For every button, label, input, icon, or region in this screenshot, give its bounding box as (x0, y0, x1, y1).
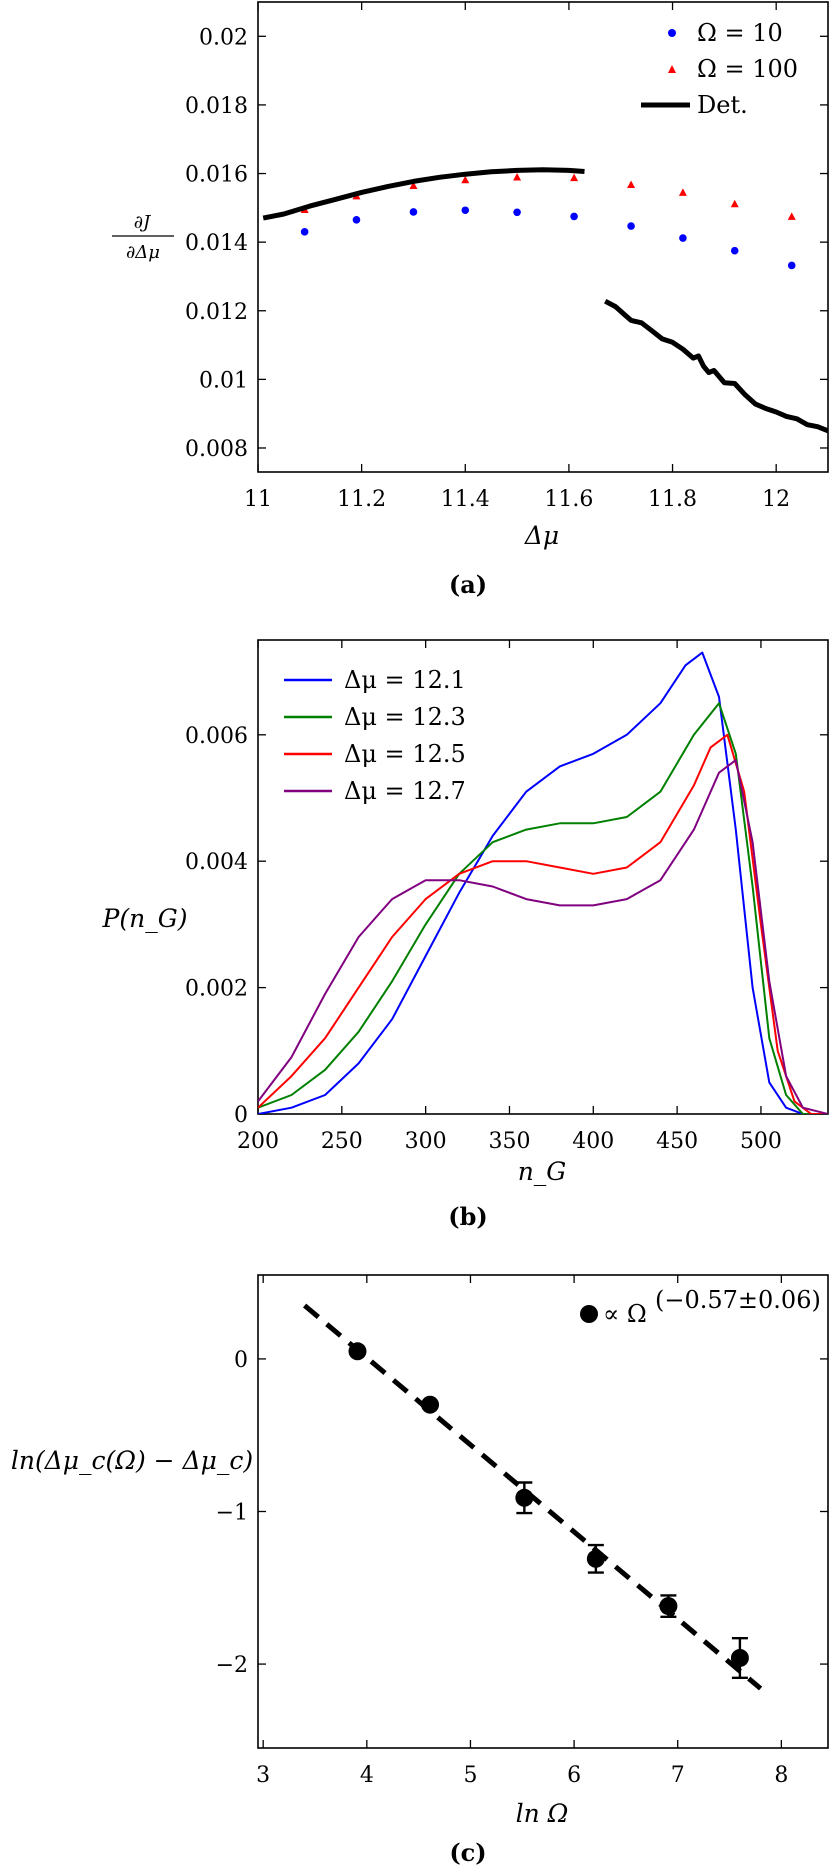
y-axis-label: ln(Δμ_c(Ω) − Δμ_c) (11, 1446, 253, 1475)
x-tick-label: 11.2 (337, 487, 386, 512)
x-tick-label: 11 (244, 487, 272, 512)
legend: ∝ Ω (−0.57±0.06) (580, 1286, 821, 1328)
x-axis-label: ln Ω (516, 1799, 569, 1828)
data-point (461, 175, 470, 184)
x-tick-label: 11.4 (441, 487, 490, 512)
y-tick-label: 0.016 (185, 163, 248, 188)
x-tick-label: 6 (567, 1763, 581, 1788)
x-tick-label: 8 (774, 1763, 788, 1788)
y-tick-label: 0.018 (185, 94, 248, 119)
data-point (679, 234, 687, 242)
x-tick-label: 500 (740, 1129, 782, 1154)
y-tick-label: 0.006 (185, 724, 248, 749)
chart-panel-1: 11 11.2 11.4 11.6 11.8 12 0.008 0.01 0.012 0.014 0… (185, 1, 829, 599)
y-axis-label-denominator: ∂Δμ (126, 242, 160, 263)
series-line (258, 702, 828, 1114)
y-tick-label: 0.012 (185, 300, 248, 325)
legend-exponent: (−0.57±0.06) (655, 1286, 821, 1314)
legend-marker (668, 65, 676, 73)
data-point (787, 212, 796, 220)
panel-label: (c) (449, 1838, 486, 1867)
y-tick-label: 0.002 (185, 977, 248, 1002)
legend-entry: Ω = 10 (697, 19, 783, 47)
series-line (262, 167, 585, 221)
data-point (461, 206, 470, 215)
legend-entry: Δμ = 12.1 (344, 666, 466, 694)
data-point (513, 208, 521, 217)
y-axis-label: P(n_G) (102, 904, 188, 933)
x-tick-label: 4 (360, 1763, 374, 1788)
x-tick-label: 400 (572, 1129, 614, 1154)
panel-label: (a) (449, 570, 487, 599)
legend-entry: Δμ = 12.3 (344, 703, 466, 731)
legend-marker (580, 1305, 598, 1323)
x-tick-label: 7 (671, 1763, 685, 1788)
data-point (659, 1597, 678, 1616)
series-line (604, 298, 828, 434)
x-axis-label: n_G (518, 1157, 567, 1186)
data-point (409, 181, 418, 190)
y-tick-label: 0 (234, 1103, 248, 1128)
y-tick-label: 0.004 (185, 850, 248, 875)
series-line (258, 651, 828, 1114)
series-line (302, 1303, 763, 1691)
y-tick-label: 0.014 (185, 231, 248, 256)
data-point (300, 228, 309, 236)
y-tick-label: 0.02 (199, 25, 248, 50)
y-tick-label: 0.008 (185, 437, 248, 462)
y-tick-label: 0.01 (199, 368, 248, 393)
y-axis-label-numerator: ∂J (134, 212, 152, 233)
x-tick-label: 450 (656, 1129, 698, 1154)
data-point (730, 246, 739, 255)
panel-label: (b) (448, 1202, 488, 1231)
data-point (678, 188, 687, 196)
y-tick-label: −1 (216, 1501, 248, 1526)
x-tick-label: 11.8 (648, 487, 697, 512)
legend: Ω = 10 Ω = 100 Det. (641, 19, 798, 119)
series-line (258, 733, 828, 1114)
data-point (730, 199, 739, 208)
x-tick-label: 12 (762, 487, 790, 512)
data-point (787, 261, 796, 270)
legend: Δμ = 12.1 Δμ = 12.3 Δμ = 12.5 Δμ = 12.7 (284, 666, 466, 805)
plot-frame (257, 1, 829, 473)
y-tick-label: −2 (216, 1653, 248, 1678)
legend-entry: ∝ Ω (603, 1300, 647, 1328)
x-tick-label: 3 (256, 1763, 270, 1788)
x-tick-label: 200 (237, 1129, 279, 1154)
data-point (627, 180, 636, 189)
data-point (730, 1648, 749, 1667)
legend-entry: Det. (697, 91, 748, 119)
legend-entry: Δμ = 12.5 (344, 740, 466, 768)
plot-area (262, 167, 828, 434)
data-point (409, 208, 418, 216)
x-tick-label: 300 (405, 1129, 447, 1154)
legend-entry: Ω = 100 (697, 55, 798, 83)
legend-entry: Δμ = 12.7 (344, 777, 466, 805)
chart-panel-3: 3 4 5 6 7 8 −2 −1 0 (c) (216, 1274, 829, 1867)
plot-area (258, 651, 828, 1114)
series-line (258, 759, 828, 1114)
x-tick-label: 11.6 (544, 487, 593, 512)
data-point (570, 212, 578, 221)
plot-area (302, 1303, 763, 1691)
x-tick-label: 350 (488, 1129, 530, 1154)
x-tick-label: 250 (321, 1129, 363, 1154)
data-point (570, 173, 579, 182)
plot-frame (257, 639, 829, 1115)
data-point (627, 222, 635, 230)
y-tick-label: 0 (234, 1348, 248, 1373)
data-point (513, 172, 522, 181)
data-point (352, 216, 361, 224)
x-axis-label: Δμ (524, 521, 559, 550)
legend-marker (668, 29, 676, 37)
chart-panel-2: 200 250 300 350 400 450 500 0 0.002 0.004 0.006 (b) (185, 639, 829, 1231)
x-tick-label: 5 (463, 1763, 477, 1788)
